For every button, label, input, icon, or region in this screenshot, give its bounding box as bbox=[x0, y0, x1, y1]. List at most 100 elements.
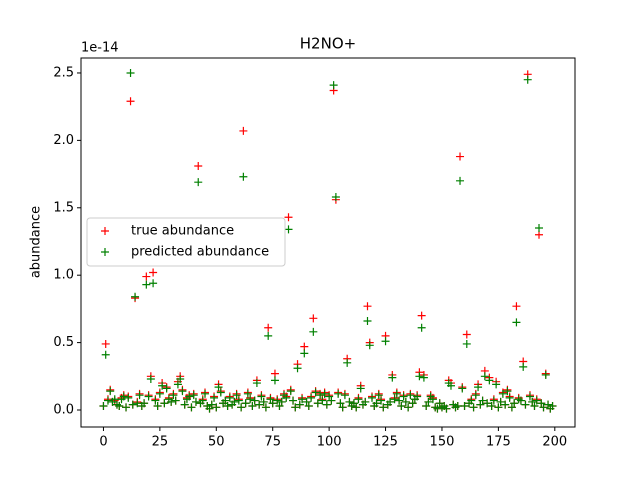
legend-marker bbox=[101, 248, 109, 256]
scatter-point bbox=[487, 401, 496, 410]
scatter-point bbox=[494, 403, 503, 412]
scatter-point bbox=[535, 224, 544, 233]
scatter-point bbox=[151, 396, 160, 405]
scatter-point bbox=[318, 396, 327, 405]
scatter-point bbox=[316, 391, 325, 400]
scatter-point bbox=[259, 397, 268, 406]
scatter-point bbox=[261, 403, 270, 412]
scatter-point bbox=[144, 392, 153, 401]
scatter-point bbox=[191, 397, 200, 406]
scatter-point bbox=[521, 400, 530, 409]
scatter-point bbox=[406, 391, 415, 400]
scatter-point bbox=[392, 389, 401, 398]
scatter-point bbox=[133, 399, 142, 408]
scatter-point bbox=[99, 401, 108, 410]
scatter-point bbox=[194, 178, 203, 187]
scatter-point bbox=[126, 68, 135, 77]
scatter-point bbox=[115, 401, 124, 410]
scatter-point bbox=[537, 399, 546, 408]
scatter-point bbox=[428, 395, 437, 404]
legend-label: true abundance bbox=[131, 224, 234, 239]
scatter-point bbox=[270, 376, 279, 385]
scatter-point bbox=[230, 397, 239, 406]
scatter-point bbox=[365, 341, 374, 350]
scatter-point bbox=[363, 317, 372, 326]
y-tick-label: 0.0 bbox=[53, 403, 74, 418]
scatter-point bbox=[246, 395, 255, 404]
x-tick-label: 50 bbox=[208, 435, 225, 450]
scatter-point bbox=[146, 375, 155, 384]
scatter-point bbox=[507, 403, 516, 412]
scatter-point bbox=[322, 400, 331, 409]
scatter-point bbox=[338, 403, 347, 412]
scatter-point bbox=[295, 400, 304, 409]
scatter-point bbox=[401, 397, 410, 406]
scatter-point bbox=[250, 396, 259, 405]
scatter-point bbox=[422, 401, 431, 410]
y-tick-label: 1.0 bbox=[53, 268, 74, 283]
scatter-point bbox=[320, 389, 329, 398]
scatter-point bbox=[309, 327, 318, 336]
scatter-point bbox=[162, 384, 171, 393]
scatter-point bbox=[264, 331, 273, 340]
scatter-point bbox=[155, 389, 164, 398]
scatter-point bbox=[126, 97, 135, 106]
scatter-point bbox=[185, 392, 194, 401]
scatter-point bbox=[289, 396, 298, 405]
scatter-point bbox=[243, 389, 252, 398]
scatter-point bbox=[223, 401, 232, 410]
scatter-point bbox=[446, 381, 455, 390]
x-tick-label: 100 bbox=[317, 435, 342, 450]
scatter-point bbox=[122, 403, 131, 412]
scatter-point bbox=[239, 126, 248, 135]
scatter-point bbox=[354, 395, 363, 404]
scatter-point bbox=[325, 392, 334, 401]
scatter-point bbox=[207, 400, 216, 409]
scatter-point bbox=[171, 396, 180, 405]
scatter-point bbox=[135, 391, 144, 400]
scatter-point bbox=[399, 392, 408, 401]
scatter-point bbox=[194, 161, 203, 170]
scatter-point bbox=[512, 302, 521, 311]
scatter-point bbox=[309, 314, 318, 323]
x-tick-label: 0 bbox=[99, 435, 107, 450]
scatter-point bbox=[489, 396, 498, 405]
scatter-point bbox=[273, 396, 282, 405]
scatter-point bbox=[377, 396, 386, 405]
scatter-point bbox=[424, 397, 433, 406]
scatter-point bbox=[469, 403, 478, 412]
scatter-point bbox=[266, 395, 275, 404]
scatter-point bbox=[528, 397, 537, 406]
scatter-point bbox=[535, 230, 544, 239]
scatter-point bbox=[101, 339, 110, 348]
scatter-point bbox=[173, 380, 182, 389]
scatter-point bbox=[270, 369, 279, 378]
y-tick-label: 0.5 bbox=[53, 335, 74, 350]
scatter-point bbox=[153, 401, 162, 410]
scatter-point bbox=[214, 383, 223, 392]
scatter-point bbox=[417, 323, 426, 332]
scatter-point bbox=[532, 396, 541, 405]
scatter-point bbox=[541, 370, 550, 379]
x-tick-label: 150 bbox=[430, 435, 455, 450]
scatter-point bbox=[442, 404, 451, 413]
scatter-point bbox=[363, 302, 372, 311]
scatter-point bbox=[485, 376, 494, 385]
scatter-point bbox=[189, 391, 198, 400]
scatter-point bbox=[232, 391, 241, 400]
scatter-point bbox=[467, 396, 476, 405]
scatter-point bbox=[523, 75, 532, 84]
scatter-point bbox=[234, 396, 243, 405]
x-tick-label: 25 bbox=[152, 435, 169, 450]
legend-marker bbox=[101, 227, 109, 235]
scatter-point bbox=[327, 396, 336, 405]
scatter-point bbox=[140, 399, 149, 408]
scatter-point bbox=[460, 401, 469, 410]
scatter-point bbox=[307, 393, 316, 402]
scatter-point bbox=[456, 152, 465, 161]
scatter-point bbox=[372, 399, 381, 408]
scatter-point bbox=[131, 292, 140, 301]
scatter-point bbox=[433, 404, 442, 413]
scatter-point bbox=[149, 279, 158, 288]
